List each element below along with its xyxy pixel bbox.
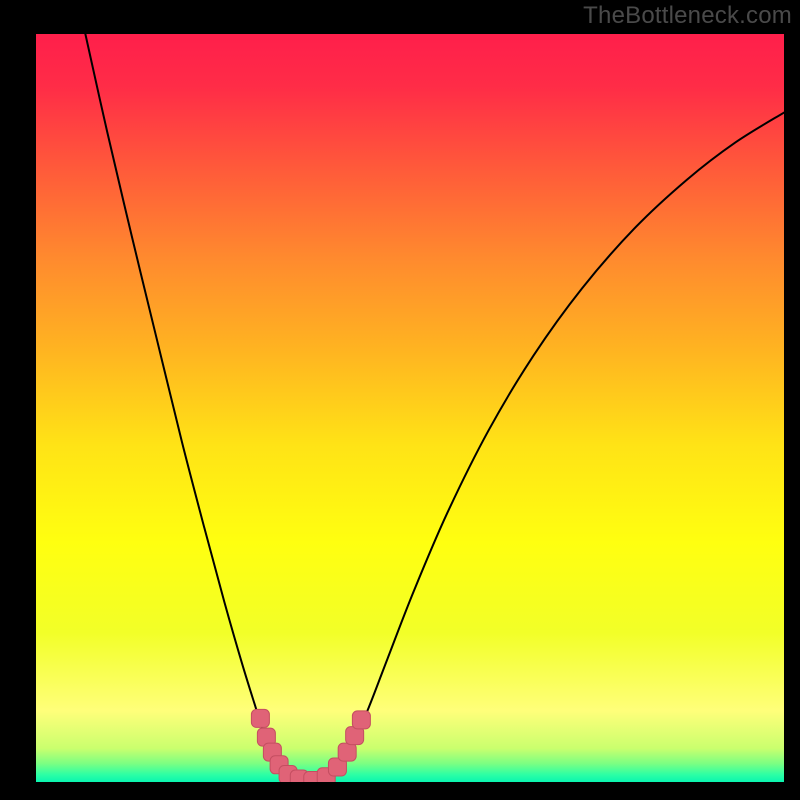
curve-marker [352,711,370,729]
figure-canvas: TheBottleneck.com [0,0,800,800]
watermark-text: TheBottleneck.com [583,2,792,30]
bottleneck-curve [85,34,784,781]
marker-group [251,709,370,782]
plot-area [36,34,784,782]
curve-marker [251,709,269,727]
curve-marker [338,743,356,761]
bottleneck-curve-layer [36,34,784,782]
